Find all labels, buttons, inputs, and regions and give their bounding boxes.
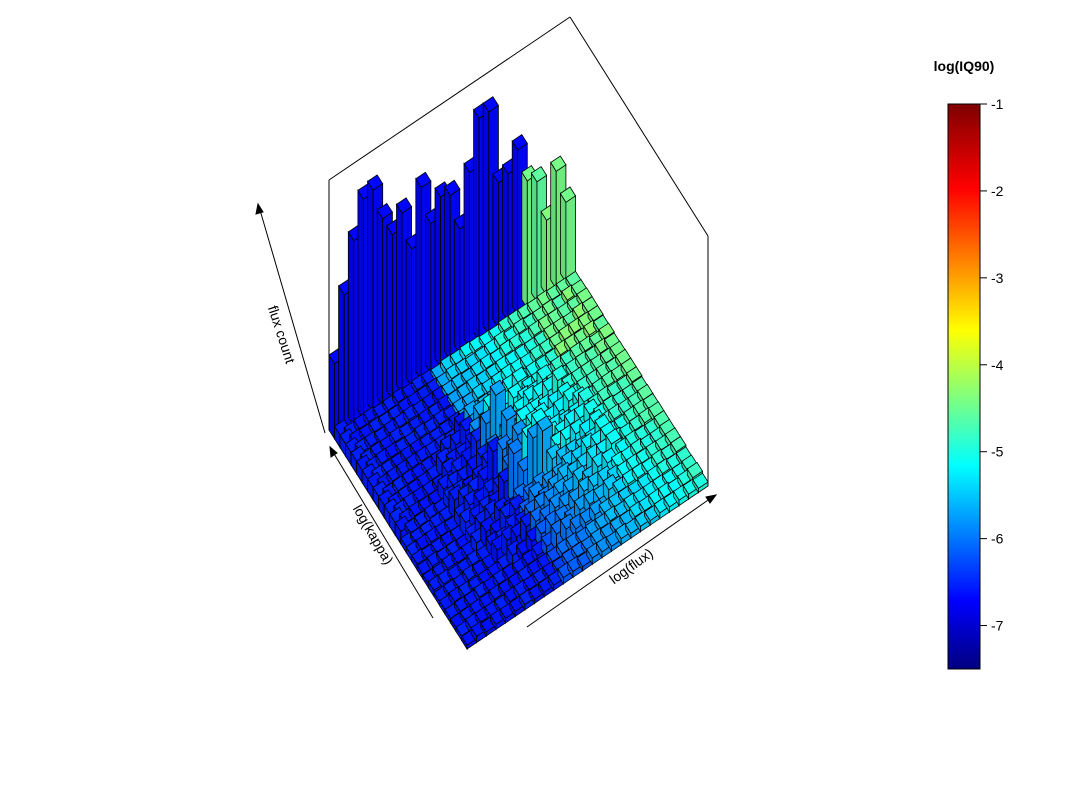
- zaxis-arrow: [259, 209, 326, 434]
- colorbar-tick-label: -7: [991, 618, 1004, 634]
- colorbar-tick-label: -2: [991, 183, 1004, 199]
- histogram-bar: [692, 472, 709, 494]
- zaxis-label: flux count: [265, 303, 299, 365]
- histogram-bar: [559, 186, 577, 284]
- yaxis-arrow: [332, 451, 434, 619]
- colorbar-gradient: [947, 103, 981, 670]
- xaxis-arrowhead: [705, 494, 718, 504]
- bars-group: [328, 96, 709, 651]
- axis-arrows: [255, 202, 718, 628]
- colorbar-title: log(IQ90): [934, 58, 995, 74]
- xaxis-arrow: [526, 497, 712, 628]
- plot-box-front-edges: [328, 180, 709, 486]
- colorbar-tick-label: -3: [991, 270, 1004, 286]
- colorbar-tick-label: -6: [991, 531, 1004, 547]
- colorbar-tick-label: -5: [991, 444, 1004, 460]
- yaxis-arrowhead: [329, 445, 338, 458]
- histogram-bar: [489, 608, 507, 631]
- colorbar-ticks: -1 -2 -3 -4 -5 -6 -7: [980, 96, 1004, 634]
- colorbar-tick-label: -4: [991, 357, 1004, 373]
- colorbar-tick-label: -1: [991, 96, 1004, 112]
- zaxis-arrowhead: [255, 202, 264, 215]
